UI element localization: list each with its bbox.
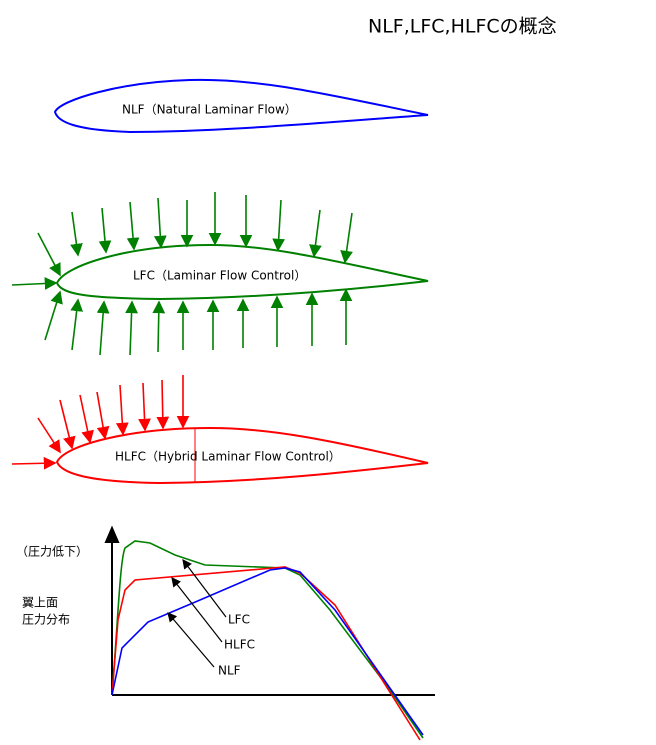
lfc-group xyxy=(11,192,429,356)
airfoil-label: LFC（Laminar Flow Control） xyxy=(133,269,306,283)
y-label-note: （圧力低下） xyxy=(16,545,88,559)
y-label: 翼上面 xyxy=(22,596,58,610)
pointer-arrows xyxy=(167,559,227,668)
curve-label: LFC xyxy=(228,613,250,627)
hlfc-group xyxy=(11,375,429,485)
curve-nlf xyxy=(111,567,424,736)
airfoil-nlf xyxy=(53,78,429,134)
title: NLF,LFC,HLFCの概念 xyxy=(368,15,557,38)
airfoil-label: HLFC（Hybrid Laminar Flow Control） xyxy=(115,450,341,464)
curve-hlfc xyxy=(111,566,421,741)
y-label: 圧力分布 xyxy=(22,613,70,627)
curve-label: HLFC xyxy=(224,638,255,652)
curve-label: NLF xyxy=(218,664,241,678)
airfoil-label: NLF（Natural Laminar Flow） xyxy=(122,103,297,117)
graph-axes xyxy=(104,525,435,696)
